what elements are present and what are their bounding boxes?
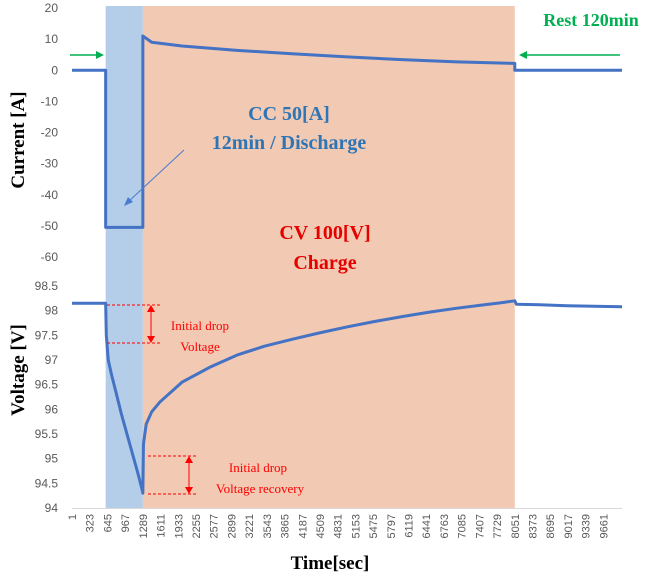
current-series-line <box>72 34 622 229</box>
voltage-y-tick-label: 97.5 <box>35 328 59 342</box>
x-tick-label: 9017 <box>563 514 575 538</box>
x-tick-label: 5153 <box>350 514 362 538</box>
voltage-y-tick-label: 94.5 <box>35 476 59 490</box>
x-tick-label: 4187 <box>297 514 309 538</box>
x-tick-label: 1289 <box>138 514 150 538</box>
x-tick-label: 3865 <box>280 514 292 538</box>
voltage-y-tick-label: 98.5 <box>35 279 59 293</box>
initial-drop-label-1: Initial drop <box>171 318 229 333</box>
current-y-tick-label: 0 <box>51 63 58 77</box>
current-axis-title: Current [A] <box>8 91 29 188</box>
current-y-tick-label: 20 <box>45 1 59 15</box>
x-tick-label: 6763 <box>439 514 451 538</box>
x-tick-label: 9661 <box>598 514 610 538</box>
cc-label: CC 50[A] <box>248 103 330 125</box>
initial-drop-label-2: Voltage <box>180 339 220 354</box>
voltage-recovery-marker <box>148 455 198 495</box>
x-tick-label: 4509 <box>315 514 327 538</box>
voltage-y-tick-label: 96.5 <box>35 378 59 392</box>
x-tick-label: 1611 <box>156 514 168 538</box>
voltage-y-tick-label: 95 <box>45 452 59 466</box>
current-y-tick-label: -40 <box>41 188 59 202</box>
current-y-tick-label: -10 <box>41 94 59 108</box>
current-y-tick-labels: 20 10 0 -10 -20 -30 -40 -50 -60 <box>41 1 59 264</box>
voltage-y-tick-label: 95.5 <box>35 427 59 441</box>
initial-drop-marker <box>107 304 160 344</box>
discharge-pointer-arrow <box>124 149 185 206</box>
cv-label: CV 100[V] <box>279 222 370 244</box>
x-tick-label: 5797 <box>386 514 398 538</box>
x-tick-label: 9339 <box>581 514 593 538</box>
x-tick-label: 6441 <box>421 514 433 538</box>
recovery-label-2: Voltage recovery <box>216 481 305 496</box>
current-y-tick-label: -60 <box>41 250 59 264</box>
discharge-label: 12min / Discharge <box>212 132 367 154</box>
x-tick-label: 5475 <box>368 514 380 538</box>
x-tick-label: 6119 <box>404 514 416 538</box>
discharge-region <box>105 6 143 508</box>
voltage-y-tick-label: 97 <box>45 353 59 367</box>
x-tick-label: 645 <box>102 514 114 532</box>
rest-arrow-right <box>519 51 620 59</box>
current-y-tick-label: 10 <box>45 32 59 46</box>
charge-region <box>142 6 515 508</box>
x-tick-labels: 1 323 645 967 1289 1611 1933 2255 2577 2899 3221 35… <box>67 514 610 538</box>
voltage-y-tick-label: 98 <box>45 304 59 318</box>
x-tick-label: 323 <box>85 514 97 532</box>
voltage-y-tick-labels: 98.5 98 97.5 97 96.5 96 95.5 95 94.5 94 <box>35 279 59 515</box>
x-tick-label: 7085 <box>457 514 469 538</box>
current-y-tick-label: -30 <box>41 157 59 171</box>
time-axis-title: Time[sec] <box>291 553 370 574</box>
x-tick-label: 4831 <box>333 514 345 538</box>
x-tick-label: 8373 <box>528 514 540 538</box>
x-tick-label: 2577 <box>209 514 221 538</box>
voltage-series-line <box>72 299 623 495</box>
x-tick-label: 3221 <box>244 514 256 538</box>
x-tick-label: 7407 <box>474 514 486 538</box>
recovery-label-1: Initial drop <box>229 460 287 475</box>
x-tick-label: 2899 <box>226 514 238 538</box>
charge-label: Charge <box>293 252 356 274</box>
current-y-tick-label: -50 <box>41 219 59 233</box>
x-tick-label: 967 <box>120 514 132 532</box>
x-tick-label: 7729 <box>492 514 504 538</box>
voltage-axis-title: Voltage [V] <box>8 324 29 416</box>
current-y-tick-label: -20 <box>41 126 59 140</box>
rest-arrow-left <box>70 51 104 59</box>
voltage-y-tick-label: 94 <box>45 501 59 515</box>
rest-label: Rest 120min <box>543 10 639 30</box>
voltage-y-tick-label: 96 <box>45 402 59 416</box>
x-tick-label: 8695 <box>545 514 557 538</box>
x-tick-label: 3543 <box>262 514 274 538</box>
x-tick-label: 1933 <box>173 514 185 538</box>
x-tick-label: 1 <box>67 514 79 520</box>
x-tick-label: 2255 <box>191 514 203 538</box>
x-tick-label: 8051 <box>510 514 522 538</box>
